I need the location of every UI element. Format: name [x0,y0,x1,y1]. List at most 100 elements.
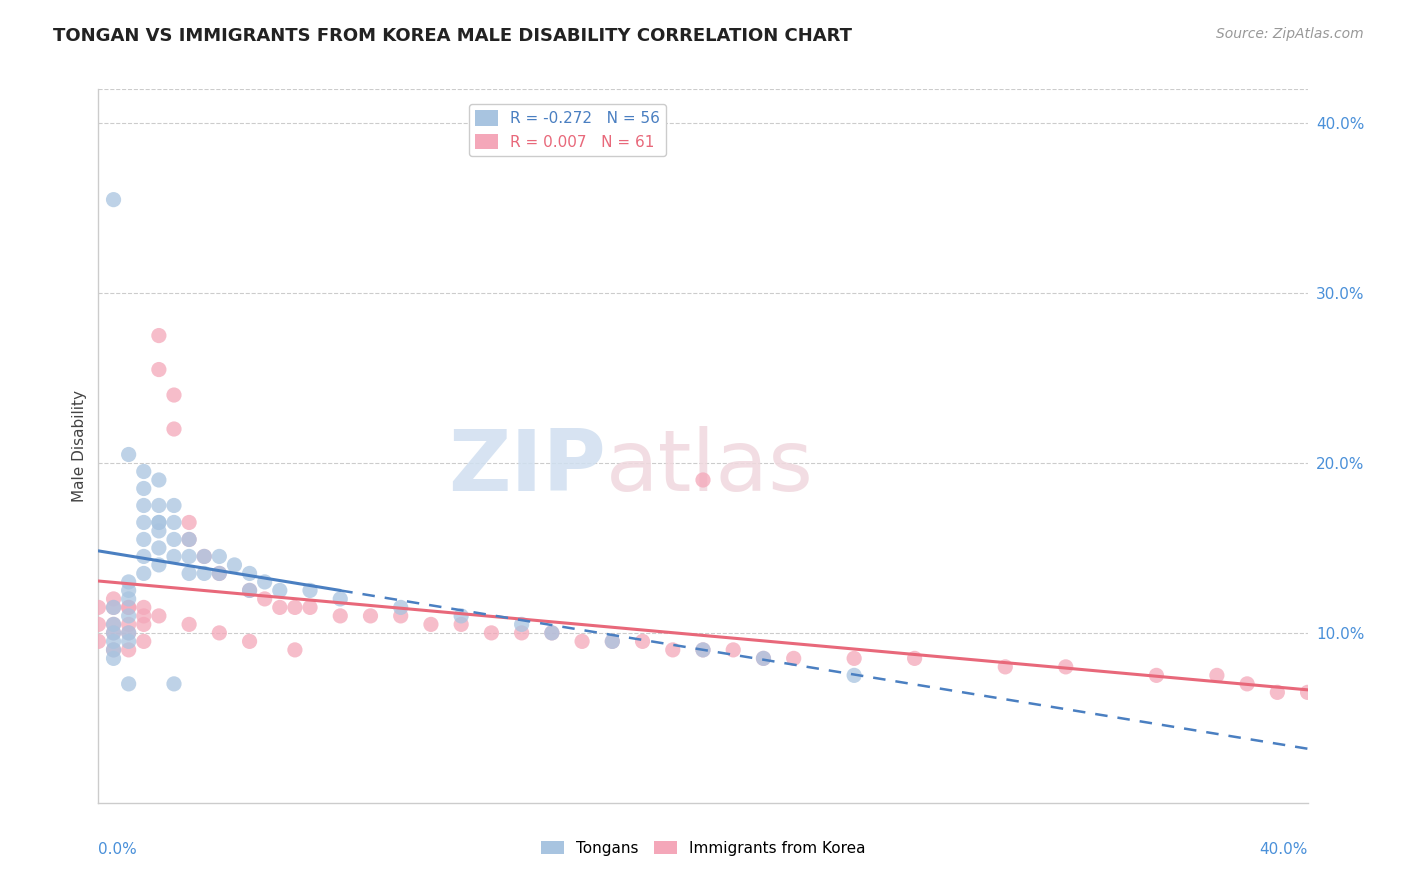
Point [299,600,322,615]
Point [844,651,866,665]
Point [208,549,231,564]
Point [118,626,141,640]
Y-axis label: Male Disability: Male Disability [72,390,87,502]
Point [118,643,141,657]
Point [132,482,155,496]
Point [118,626,141,640]
Point [163,499,186,513]
Point [148,524,170,538]
Point [661,643,683,657]
Point [163,422,186,436]
Point [163,533,186,547]
Point [103,600,125,615]
Point [1236,677,1258,691]
Point [118,583,141,598]
Point [118,600,141,615]
Point [510,617,533,632]
Point [103,591,125,606]
Point [540,626,562,640]
Point [118,574,141,589]
Point [163,549,186,564]
Point [1144,668,1167,682]
Point [208,566,231,581]
Point [179,533,201,547]
Text: 0.0%: 0.0% [98,842,138,857]
Point [752,651,775,665]
Point [118,448,141,462]
Point [193,549,215,564]
Point [132,634,155,648]
Point [1296,685,1319,699]
Point [103,617,125,632]
Point [602,634,624,648]
Point [163,388,186,402]
Point [103,651,125,665]
Point [692,473,714,487]
Point [148,362,170,376]
Point [692,643,714,657]
Point [1267,685,1289,699]
Point [602,634,624,648]
Point [540,626,562,640]
Point [253,591,276,606]
Point [148,473,170,487]
Point [253,574,276,589]
Point [844,668,866,682]
Point [103,600,125,615]
Point [994,660,1017,674]
Point [631,634,654,648]
Point [329,591,352,606]
Point [239,566,262,581]
Point [103,193,125,207]
Text: TONGAN VS IMMIGRANTS FROM KOREA MALE DISABILITY CORRELATION CHART: TONGAN VS IMMIGRANTS FROM KOREA MALE DIS… [53,27,852,45]
Point [103,634,125,648]
Point [103,643,125,657]
Point [132,465,155,479]
Point [132,600,155,615]
Text: 40.0%: 40.0% [1260,842,1308,857]
Point [269,600,291,615]
Legend: R = -0.272   N = 56, R = 0.007   N = 61: R = -0.272 N = 56, R = 0.007 N = 61 [468,104,666,156]
Point [179,533,201,547]
Point [299,583,322,598]
Point [148,499,170,513]
Point [360,608,382,623]
Point [118,591,141,606]
Point [148,328,170,343]
Point [163,677,186,691]
Point [132,617,155,632]
Point [420,617,443,632]
Point [208,566,231,581]
Point [103,643,125,657]
Point [224,558,246,572]
Point [87,600,110,615]
Point [179,617,201,632]
Point [148,608,170,623]
Point [148,516,170,530]
Point [450,617,472,632]
Point [239,634,262,648]
Point [904,651,927,665]
Point [103,626,125,640]
Point [208,626,231,640]
Point [783,651,806,665]
Point [132,566,155,581]
Point [481,626,503,640]
Point [450,608,472,623]
Point [1054,660,1077,674]
Point [87,634,110,648]
Point [132,499,155,513]
Point [692,643,714,657]
Point [193,566,215,581]
Point [87,617,110,632]
Point [723,643,745,657]
Point [148,558,170,572]
Point [179,516,201,530]
Point [118,600,141,615]
Point [193,549,215,564]
Point [329,608,352,623]
Point [389,608,412,623]
Point [118,677,141,691]
Point [118,617,141,632]
Point [132,516,155,530]
